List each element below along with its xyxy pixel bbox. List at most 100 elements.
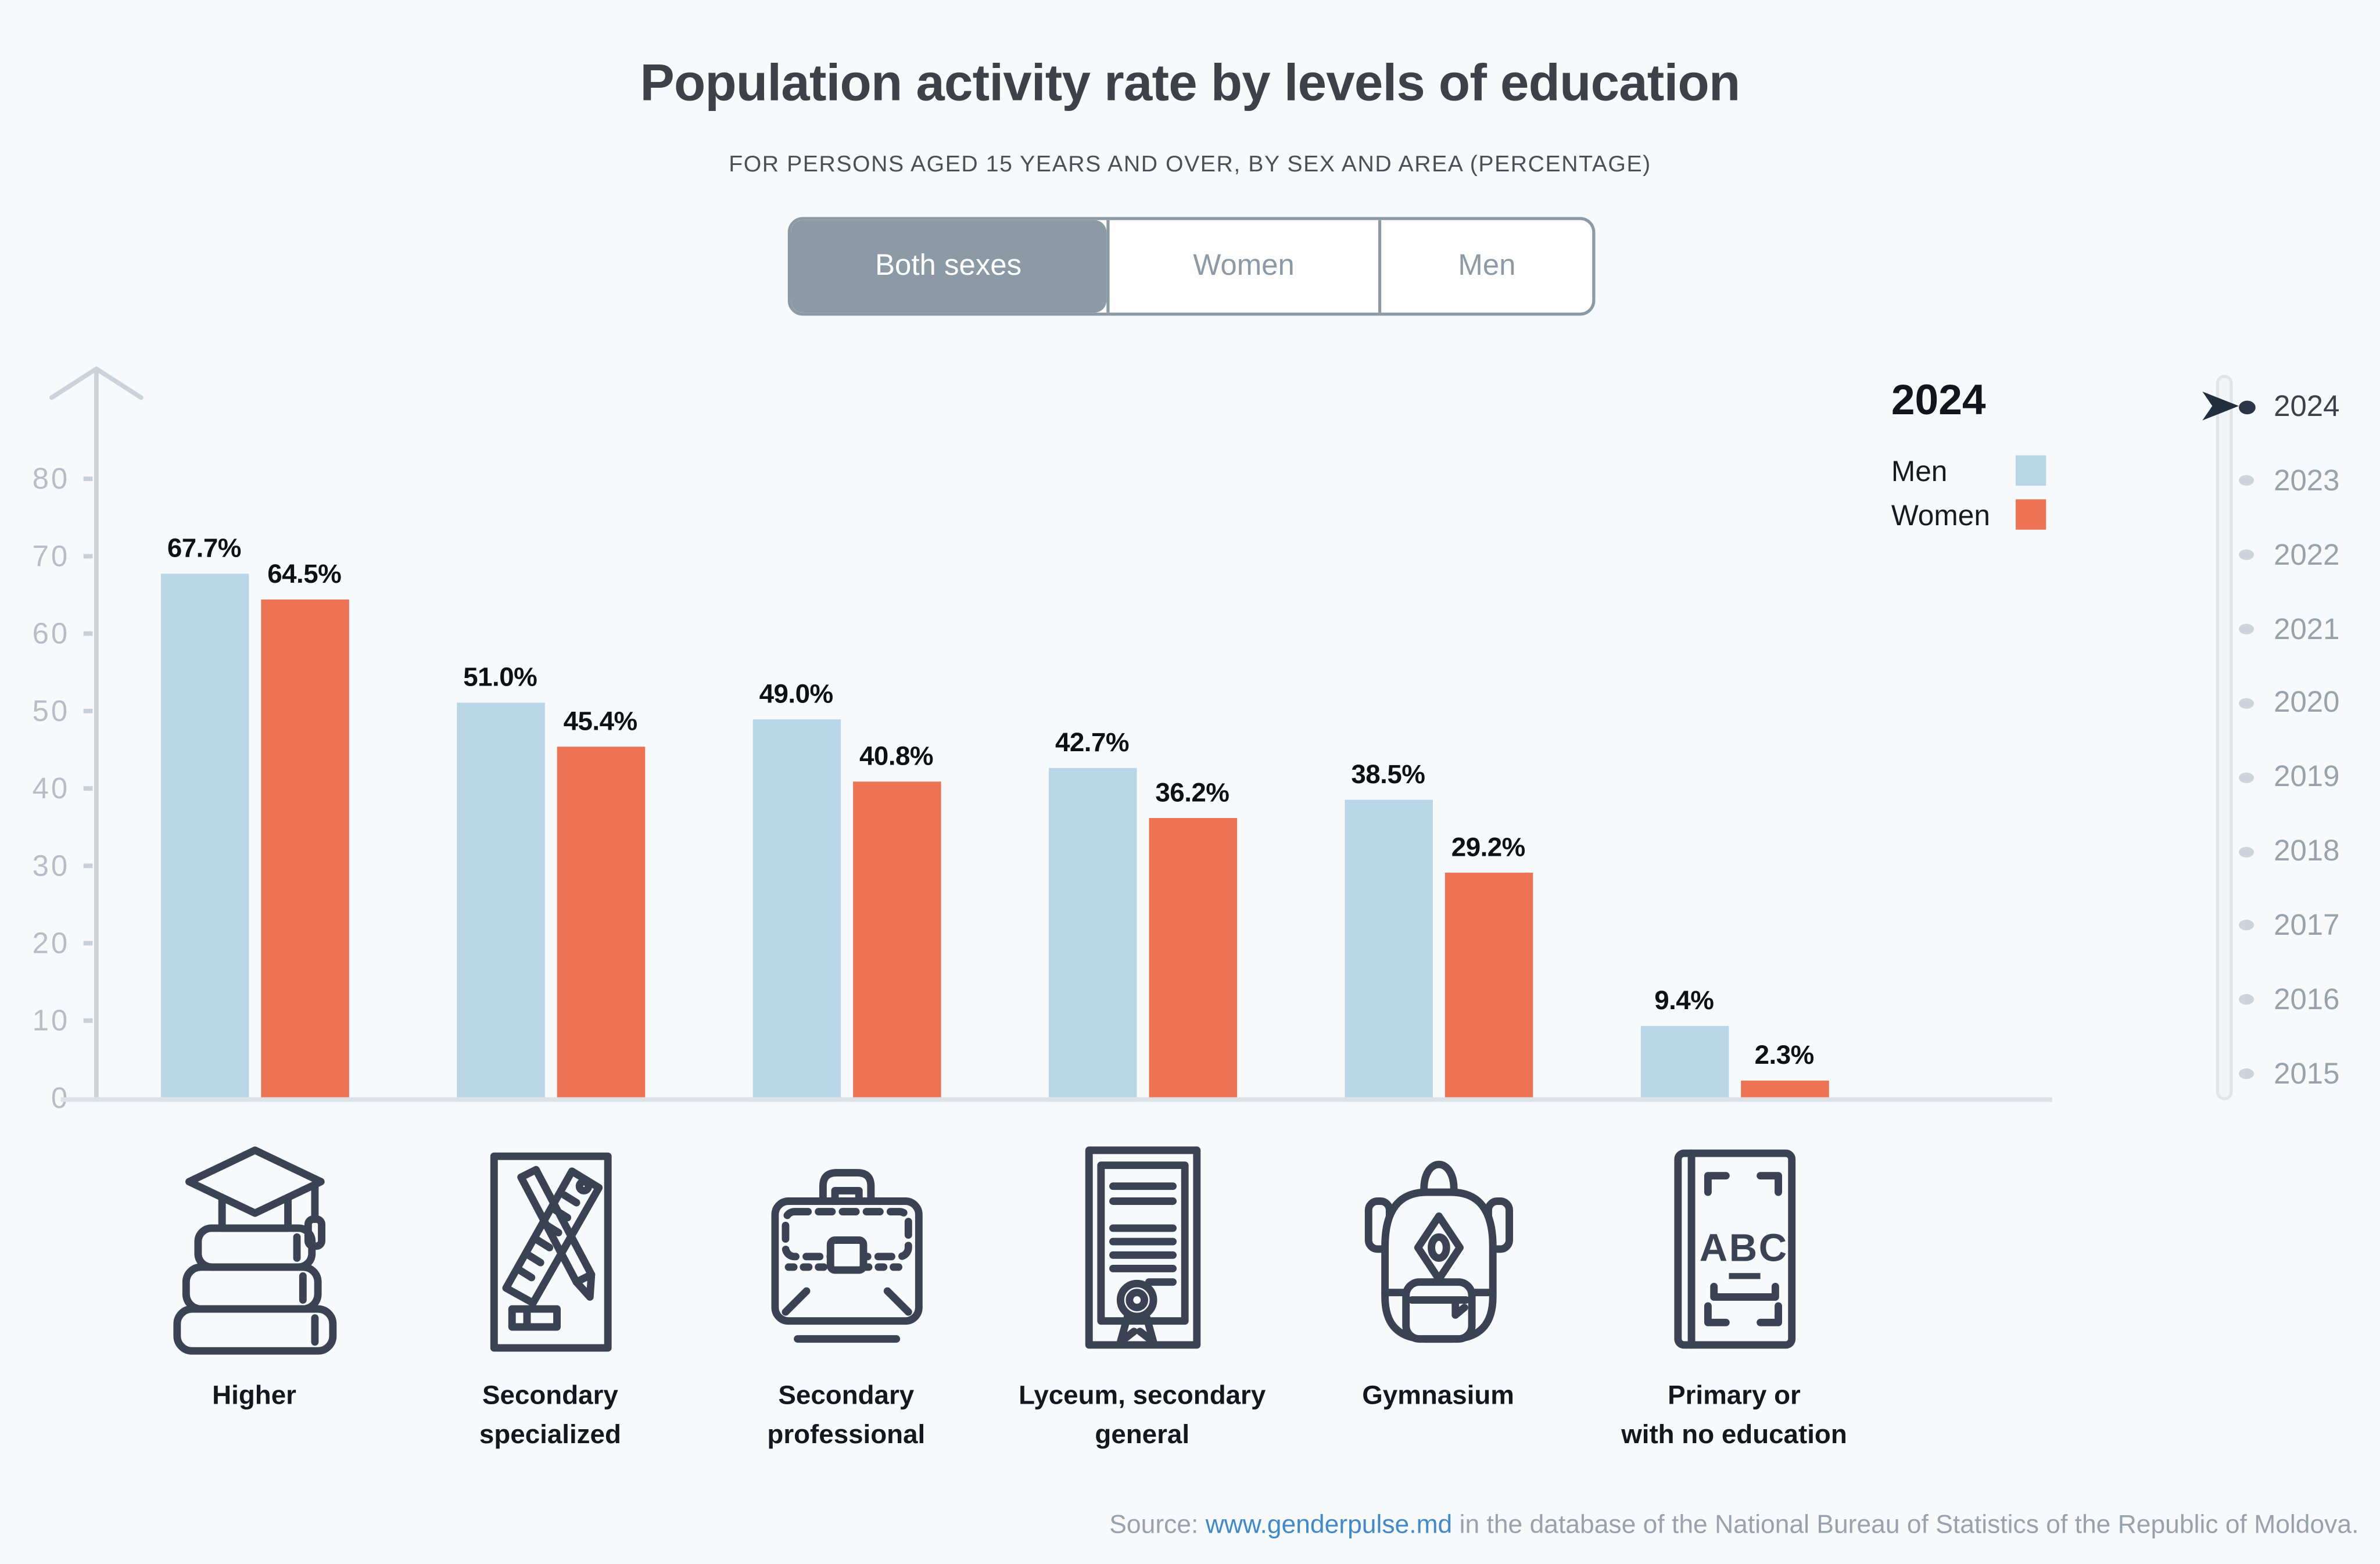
timeline-year-2023[interactable]: 2023 [2274, 464, 2340, 498]
timeline-dot-2024[interactable] [2238, 400, 2255, 414]
bar-women-5[interactable] [1444, 871, 1533, 1098]
timeline-year-2022[interactable]: 2022 [2274, 538, 2340, 572]
backpack-icon [1339, 1141, 1537, 1366]
bar-men-1[interactable] [160, 573, 249, 1098]
source-prefix: Source: [1109, 1510, 1206, 1539]
bar-value-label: 36.2% [1155, 777, 1230, 808]
y-tick-mark [83, 708, 93, 713]
y-tick-label: 80 [32, 462, 70, 496]
y-tick-mark [83, 631, 93, 636]
timeline-dot-2022[interactable] [2239, 550, 2254, 561]
toggle-option-women[interactable]: Women [1106, 220, 1378, 313]
y-tick-mark [83, 863, 93, 869]
bar-women-3[interactable] [852, 782, 941, 1098]
y-tick-mark [83, 941, 93, 946]
category-higher: Higher [107, 1141, 402, 1414]
timeline-year-2024[interactable]: 2024 [2274, 390, 2340, 424]
page-title: Population activity rate by levels of ed… [640, 55, 1741, 113]
timeline-dot-2018[interactable] [2239, 846, 2254, 857]
category-secondary-specialized: Secondary specialized [403, 1141, 698, 1454]
category-gymnasium: Gymnasium [1291, 1141, 1586, 1414]
abc-book-icon: ABC [1636, 1141, 1833, 1366]
toggle-option-both-sexes[interactable]: Both sexes [790, 220, 1106, 313]
svg-text:ABC: ABC [1699, 1226, 1788, 1270]
category-label: Secondary specialized [479, 1379, 621, 1450]
category-secondary-professional: Secondary professional [699, 1141, 994, 1454]
bar-men-5[interactable] [1344, 800, 1432, 1098]
bar-women-1[interactable] [260, 598, 349, 1098]
category-label: Higher [212, 1379, 296, 1410]
y-tick-mark [83, 476, 93, 482]
y-tick-label: 60 [32, 616, 70, 651]
legend-men-label: Men [1891, 457, 1948, 489]
bar-value-label: 40.8% [859, 741, 934, 772]
bar-value-label: 49.0% [759, 677, 834, 708]
toggle-option-men[interactable]: Men [1378, 220, 1593, 313]
legend-men-swatch [2016, 455, 2046, 486]
bar-men-6[interactable] [1640, 1025, 1729, 1098]
briefcase-icon [748, 1141, 945, 1366]
graduation-books-icon [156, 1141, 353, 1366]
bar-women-2[interactable] [556, 747, 644, 1098]
bar-value-label: 45.4% [563, 705, 638, 736]
category-label: Lyceum, secondary general [1019, 1379, 1266, 1450]
y-tick-label: 50 [32, 694, 70, 728]
y-tick-label: 30 [32, 849, 70, 883]
bar-value-label: 64.5% [267, 558, 342, 589]
y-axis-arrow-icon [49, 366, 144, 400]
timeline-year-2015[interactable]: 2015 [2274, 1057, 2340, 1091]
legend-women-swatch [2016, 499, 2046, 530]
timeline-dot-2015[interactable] [2239, 1068, 2254, 1079]
category-label: Primary or with no education [1621, 1379, 1847, 1450]
y-axis-line [94, 368, 99, 1097]
category-label: Secondary professional [767, 1379, 926, 1450]
selected-year-arrow-icon [2202, 391, 2239, 421]
bar-value-label: 67.7% [167, 533, 242, 564]
bar-value-label: 51.0% [463, 662, 537, 693]
timeline-year-2021[interactable]: 2021 [2274, 612, 2340, 646]
bar-value-label: 2.3% [1754, 1039, 1815, 1070]
category-label: Gymnasium [1362, 1379, 1514, 1410]
pencil-ruler-board-icon [451, 1141, 649, 1366]
bar-men-4[interactable] [1048, 767, 1137, 1098]
page-subtitle: FOR PERSONS AGED 15 YEARS AND OVER, BY S… [729, 152, 1651, 178]
legend-year: 2024 [1891, 376, 1986, 424]
timeline-dot-2021[interactable] [2239, 623, 2254, 635]
timeline-dot-2019[interactable] [2239, 772, 2254, 783]
bar-women-4[interactable] [1148, 817, 1236, 1098]
legend-women-label: Women [1891, 501, 1990, 533]
y-tick-label: 70 [32, 539, 70, 573]
x-axis-baseline [60, 1096, 2052, 1102]
bar-men-3[interactable] [752, 719, 840, 1098]
timeline-year-2018[interactable]: 2018 [2274, 834, 2340, 869]
category-primary-or-no-education: ABC Primary or with no education [1587, 1141, 1881, 1454]
bar-value-label: 38.5% [1351, 759, 1425, 790]
certificate-icon [1044, 1141, 1241, 1366]
year-timeline-track[interactable] [2215, 375, 2232, 1100]
bar-women-6[interactable] [1740, 1080, 1829, 1098]
y-tick-label: 20 [32, 926, 70, 960]
source-suffix: in the database of the National Bureau o… [1452, 1510, 2359, 1539]
timeline-dot-2017[interactable] [2239, 920, 2254, 931]
timeline-dot-2023[interactable] [2239, 475, 2254, 486]
y-tick-mark [83, 554, 93, 559]
timeline-year-2017[interactable]: 2017 [2274, 909, 2340, 943]
bar-value-label: 9.4% [1654, 984, 1714, 1015]
timeline-dot-2016[interactable] [2239, 994, 2254, 1006]
category-lyceum-secondary-general: Lyceum, secondary general [995, 1141, 1289, 1454]
source-line: Source: www.genderpulse.md in the databa… [1109, 1510, 2359, 1540]
timeline-year-2019[interactable]: 2019 [2274, 761, 2340, 794]
bar-men-2[interactable] [456, 703, 544, 1098]
timeline-year-2016[interactable]: 2016 [2274, 983, 2340, 1017]
bar-value-label: 29.2% [1451, 831, 1526, 862]
sex-toggle-group: Both sexes Women Men [787, 217, 1596, 316]
timeline-dot-2020[interactable] [2239, 698, 2254, 709]
y-tick-label: 10 [32, 1003, 70, 1038]
timeline-year-2020[interactable]: 2020 [2274, 686, 2340, 720]
source-link[interactable]: www.genderpulse.md [1205, 1510, 1453, 1539]
bar-value-label: 42.7% [1055, 726, 1130, 757]
y-tick-label: 40 [32, 772, 70, 805]
y-tick-mark [83, 1018, 93, 1023]
